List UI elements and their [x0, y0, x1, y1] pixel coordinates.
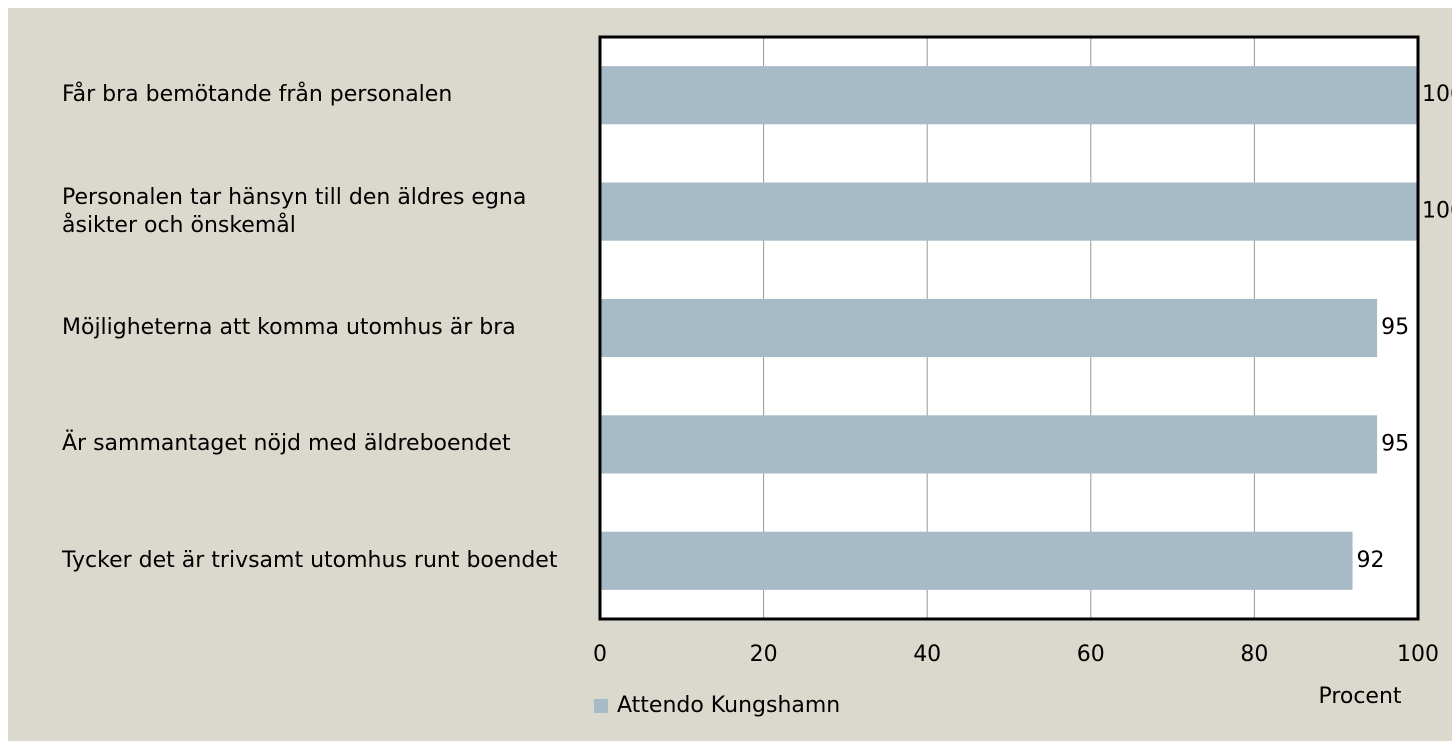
x-tick-label: 0: [593, 642, 607, 667]
bar: [600, 298, 1378, 358]
category-label: Möjligheterna att komma utomhus är bra: [62, 315, 516, 340]
category-label: Personalen tar hänsyn till den äldres eg…: [62, 184, 527, 238]
category-label: Tycker det är trivsamt utomhus runt boen…: [62, 547, 558, 573]
x-tick-label: 100: [1397, 642, 1439, 667]
value-label: 95: [1381, 315, 1409, 340]
x-tick-label: 20: [750, 642, 778, 667]
value-label: 92: [1357, 548, 1385, 573]
x-tick-label: 80: [1240, 642, 1268, 667]
bar: [600, 415, 1378, 474]
value-label: 95: [1381, 431, 1409, 456]
value-label: 100: [1422, 199, 1452, 224]
x-tick-label: 40: [913, 642, 941, 667]
legend-swatch: [594, 699, 608, 713]
plot-border: [598, 35, 1420, 621]
legend-label: Attendo Kungshamn: [617, 693, 840, 718]
x-tick-label: 60: [1077, 642, 1105, 667]
category-label: Får bra bemötande från personalen: [62, 82, 453, 108]
bar: [600, 66, 1418, 125]
value-label: 100: [1422, 82, 1452, 107]
category-label: Är sammantaget nöjd med äldreboendet: [62, 431, 511, 457]
bar: [600, 531, 1353, 590]
x-axis-label: Procent: [1318, 684, 1401, 709]
bar: [600, 182, 1418, 241]
